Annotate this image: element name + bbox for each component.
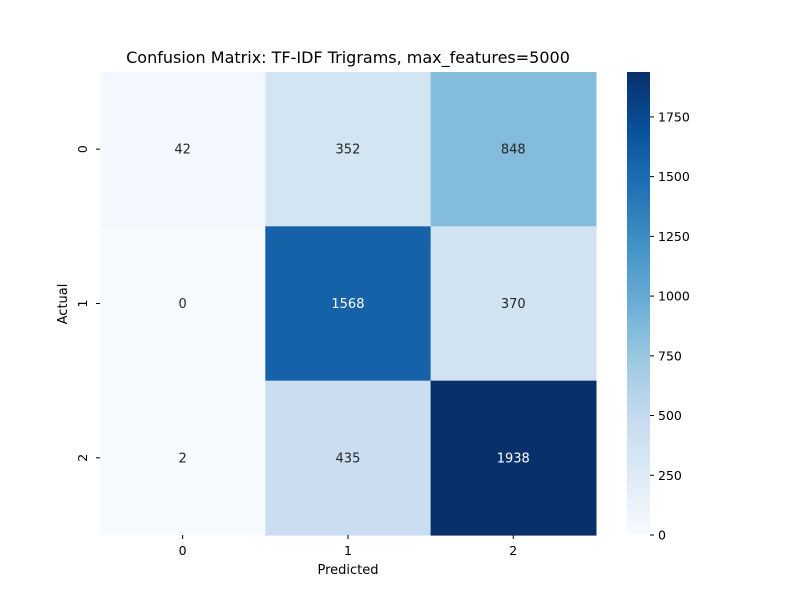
colorbar-tick-label: 0 xyxy=(658,528,666,543)
heatmap-cell xyxy=(430,226,597,382)
x-tick-label: 2 xyxy=(509,543,517,558)
colorbar-tick-label: 750 xyxy=(658,348,682,363)
cell-value-label: 352 xyxy=(336,143,361,158)
colorbar-tick-label: 1500 xyxy=(658,169,690,184)
cell-value-label: 1938 xyxy=(497,451,530,466)
chart-title: Confusion Matrix: TF-IDF Trigrams, max_f… xyxy=(126,48,570,68)
cell-value-label: 848 xyxy=(501,143,526,158)
cell-value-label: 2 xyxy=(179,451,187,466)
y-axis-ticks: 0 1 2 xyxy=(75,145,100,462)
x-axis-ticks: 0 1 2 xyxy=(179,534,517,558)
x-tick-label: 1 xyxy=(344,543,352,558)
heatmap-cell xyxy=(265,72,432,227)
colorbar-tick-label: 1250 xyxy=(658,229,690,244)
colorbar-tick-label: 1750 xyxy=(658,109,690,124)
cell-annotations: 42 352 848 0 1568 370 2 435 1938 xyxy=(174,143,529,467)
heatmap-cell xyxy=(265,380,432,536)
y-tick-label: 0 xyxy=(75,145,90,153)
cell-value-label: 370 xyxy=(501,297,526,312)
colorbar-tick-label: 500 xyxy=(658,408,682,423)
colorbar-tick-label: 250 xyxy=(658,468,682,483)
colorbar-ticks: 0 250 500 750 1000 1250 1500 1750 xyxy=(650,109,690,543)
heatmap-cell xyxy=(100,72,266,227)
y-tick-label: 1 xyxy=(75,300,90,308)
colorbar-tick-label: 1000 xyxy=(658,289,690,304)
heatmap-cell xyxy=(265,226,432,382)
x-tick-label: 0 xyxy=(179,543,187,558)
cell-value-label: 1568 xyxy=(331,297,364,312)
heatmap-cell xyxy=(430,72,597,227)
cell-value-label: 0 xyxy=(179,297,187,312)
y-tick-label: 2 xyxy=(75,454,90,462)
heatmap-cell xyxy=(100,380,266,536)
cell-value-label: 42 xyxy=(174,143,191,158)
heatmap-cell xyxy=(100,226,266,382)
y-axis-label: Actual xyxy=(56,284,71,325)
heatmap-cells xyxy=(100,72,597,536)
cell-value-label: 435 xyxy=(336,451,361,466)
colorbar xyxy=(627,72,650,535)
x-axis-label: Predicted xyxy=(317,563,378,578)
heatmap-cell xyxy=(430,380,597,536)
